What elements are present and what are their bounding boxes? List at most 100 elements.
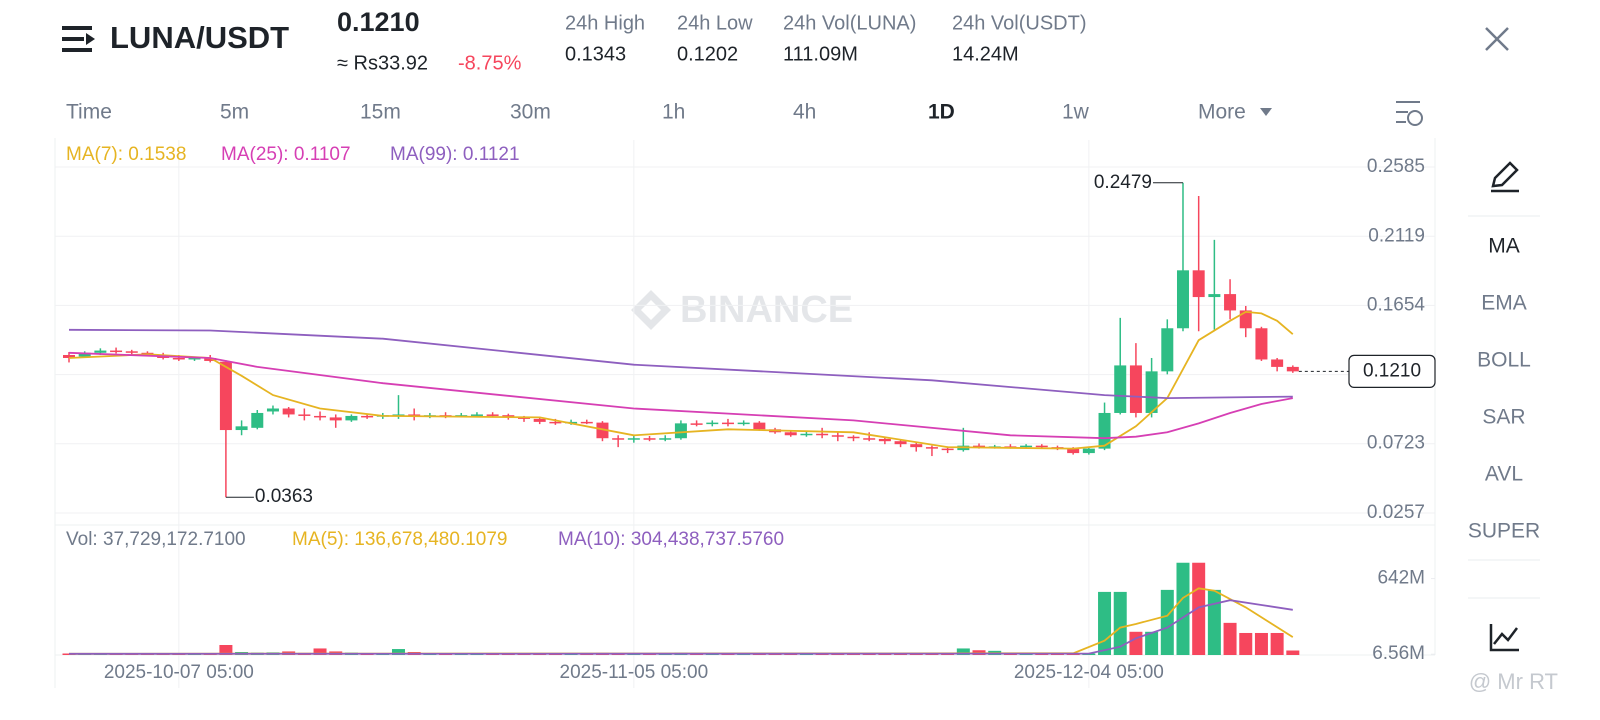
candle-body xyxy=(1145,371,1158,413)
candle-body xyxy=(1286,366,1299,372)
candle-body xyxy=(1098,412,1111,449)
indicator-option[interactable]: AVL xyxy=(1485,463,1523,486)
volume-bar xyxy=(1098,591,1112,655)
interval-tab[interactable]: 5m xyxy=(220,101,249,124)
legend-entry: MA(25): 0.1107 xyxy=(221,144,351,165)
candle-body xyxy=(800,433,813,436)
chart: 0.02570.07230.11880.16540.21190.25856.56… xyxy=(55,140,1436,688)
candle-body xyxy=(266,408,279,412)
volume-bar xyxy=(1207,589,1221,655)
candle-body xyxy=(235,426,248,431)
candle-body xyxy=(816,433,829,436)
indicator-option[interactable]: MA xyxy=(1488,235,1520,258)
draw-tool-icon[interactable] xyxy=(1491,161,1519,193)
interval-tab[interactable]: Time xyxy=(66,101,112,124)
candle-body xyxy=(1067,448,1080,454)
candle-body xyxy=(737,422,750,425)
candle-body xyxy=(894,441,907,445)
indicator-option[interactable]: SAR xyxy=(1482,406,1525,429)
menu-bar xyxy=(62,26,92,30)
ma-line xyxy=(68,351,1293,440)
candle-body xyxy=(721,422,734,425)
candle-body xyxy=(470,414,483,416)
candle-body xyxy=(251,412,264,428)
watermark-text: BINANCE xyxy=(680,289,853,331)
volume-bar xyxy=(1176,562,1190,655)
close-button[interactable] xyxy=(1485,27,1509,51)
candle-body xyxy=(518,417,531,419)
interval-tab[interactable]: 1h xyxy=(662,101,685,124)
candle-body xyxy=(753,422,766,430)
candle-body xyxy=(549,421,562,424)
menu-icon[interactable] xyxy=(62,26,95,52)
candle-body xyxy=(925,447,938,449)
volume-tick-label: 642M xyxy=(1377,568,1425,589)
candle-body xyxy=(110,350,123,353)
stat-label: 24h Vol(LUNA) xyxy=(783,12,916,34)
candle-body xyxy=(1239,310,1252,329)
menu-bar xyxy=(62,37,84,41)
candle-body xyxy=(219,361,232,431)
pair-name[interactable]: LUNA/USDT xyxy=(110,20,289,55)
menu-arrow xyxy=(86,33,95,45)
candle-body xyxy=(533,418,546,422)
watermark-logo xyxy=(631,290,671,330)
dropdown-caret xyxy=(1260,108,1272,116)
candle-body xyxy=(674,423,687,439)
volume-ma-line xyxy=(68,587,1294,655)
candle-body xyxy=(643,438,656,440)
interval-tab[interactable]: 1D xyxy=(928,101,955,124)
max-label: 0.2479 xyxy=(1094,172,1152,193)
indicator-option[interactable]: SUPER xyxy=(1468,520,1540,543)
volume-bar xyxy=(219,645,233,655)
last-price-label: 0.1210 xyxy=(1363,360,1421,381)
legend-entry: MA(5): 136,678,480.1079 xyxy=(292,529,508,550)
volume-ma-line xyxy=(68,599,1293,655)
candle-body xyxy=(831,435,844,437)
volume-bar xyxy=(1223,622,1237,655)
stat-value: 14.24M xyxy=(952,43,1019,65)
volume-tick-label: 6.56M xyxy=(1372,643,1425,664)
candle-body xyxy=(408,414,421,416)
candle-body xyxy=(1114,365,1127,413)
volume-bar xyxy=(1254,632,1268,655)
candle-body xyxy=(314,415,327,418)
interval-tab[interactable]: 1w xyxy=(1062,101,1090,124)
price-change: -8.75% xyxy=(458,52,522,74)
interval-tab[interactable]: 15m xyxy=(360,101,401,124)
volume-bar xyxy=(956,648,970,655)
candle-body xyxy=(596,422,609,439)
candle-body xyxy=(204,357,217,361)
interval-tab[interactable]: More xyxy=(1198,101,1246,124)
candle-body xyxy=(1192,270,1205,298)
candle-body xyxy=(878,438,891,442)
volume-bar xyxy=(313,648,327,655)
min-label: 0.0363 xyxy=(255,486,313,507)
volume-bar xyxy=(62,653,76,655)
icon-stroke xyxy=(1491,161,1519,188)
candle-body xyxy=(1129,365,1142,413)
volume-bar xyxy=(1129,631,1143,655)
settings-icon[interactable] xyxy=(1396,101,1423,126)
volume-bar xyxy=(1192,562,1206,655)
interval-tab[interactable]: 30m xyxy=(510,101,551,124)
legend-entry: MA(99): 0.1121 xyxy=(390,144,520,165)
stat-label: 24h High xyxy=(565,12,645,34)
interval-tab[interactable]: 4h xyxy=(793,101,816,124)
candle-body xyxy=(580,421,593,424)
indicator-option[interactable]: BOLL xyxy=(1477,349,1531,372)
volume-bar xyxy=(1145,631,1159,655)
watermark: BINANCE xyxy=(631,289,853,331)
stat-value: 0.1343 xyxy=(565,43,626,65)
chart-type-icon[interactable] xyxy=(1489,624,1519,652)
legend-entry: MA(10): 304,438,737.5760 xyxy=(558,529,784,550)
candle-body xyxy=(1208,294,1221,298)
stat-value: 0.1202 xyxy=(677,43,738,65)
candle-body xyxy=(1255,328,1268,360)
candle-body xyxy=(1271,359,1284,367)
candle-body xyxy=(361,415,374,418)
indicator-option[interactable]: EMA xyxy=(1481,292,1527,315)
candle-body xyxy=(941,448,954,451)
icon-stroke xyxy=(1489,624,1519,652)
